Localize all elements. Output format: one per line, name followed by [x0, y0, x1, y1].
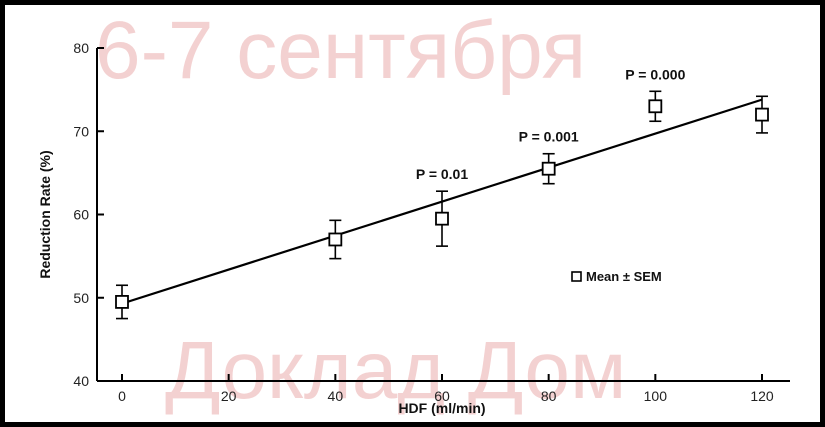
watermark-bottom: Доклад Дом	[165, 325, 626, 416]
p-value-annotation: P = 0.001	[519, 129, 579, 145]
x-tick-label: 80	[541, 388, 557, 404]
y-tick-label: 60	[73, 207, 89, 223]
x-tick-label: 100	[644, 388, 668, 404]
legend-label: Mean ± SEM	[586, 269, 662, 284]
data-point	[648, 99, 663, 114]
y-axis-label: Reduction Rate (%)	[37, 150, 53, 278]
y-tick-label: 70	[73, 123, 89, 139]
p-value-annotation: P = 0.000	[625, 66, 685, 82]
data-point	[328, 232, 343, 247]
p-value-annotation: P = 0.01	[416, 166, 469, 182]
x-tick-label: 40	[328, 388, 344, 404]
y-tick-label: 50	[73, 290, 89, 306]
x-tick-label: 120	[750, 388, 774, 404]
data-point	[755, 107, 769, 122]
legend-marker	[571, 271, 582, 282]
y-tick-label: 80	[73, 40, 89, 56]
x-tick-label: 20	[221, 388, 237, 404]
data-point	[435, 211, 449, 226]
x-tick-label: 60	[434, 388, 450, 404]
data-point	[541, 161, 556, 176]
data-point	[115, 295, 129, 309]
x-tick-label: 0	[118, 388, 126, 404]
y-tick-label: 40	[73, 373, 89, 389]
legend: Mean ± SEM	[571, 269, 662, 284]
x-axis-label: HDF (ml/min)	[398, 400, 485, 416]
watermark-top: 6-7 сентября	[95, 5, 586, 96]
